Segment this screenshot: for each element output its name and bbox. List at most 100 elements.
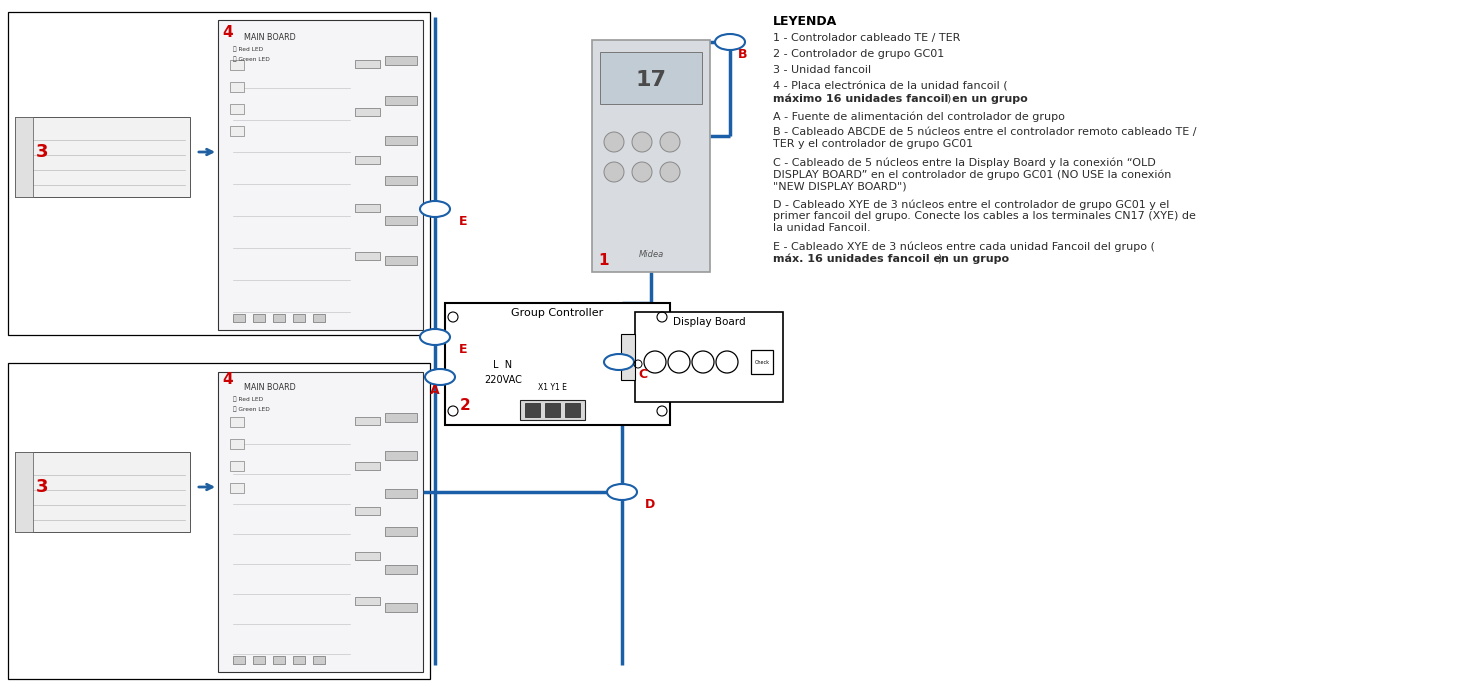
Bar: [7, 363, 430, 679]
Circle shape: [604, 162, 624, 182]
Text: X1 Y1 E: X1 Y1 E: [538, 383, 567, 392]
Ellipse shape: [420, 329, 451, 345]
Bar: [601, 52, 701, 104]
Text: primer fancoil del grupo. Conecte los cables a los terminales CN17 (XYE) de: primer fancoil del grupo. Conecte los ca…: [773, 211, 1196, 221]
Circle shape: [660, 162, 679, 182]
Bar: [15, 452, 190, 532]
Text: 2 - Controlador de grupo GC01: 2 - Controlador de grupo GC01: [773, 49, 945, 59]
Text: E: E: [459, 214, 467, 227]
Bar: [293, 314, 305, 322]
Bar: [636, 312, 783, 402]
Text: máx. 16 unidades fancoil en un grupo: máx. 16 unidades fancoil en un grupo: [773, 253, 1009, 264]
Text: MAIN BOARD: MAIN BOARD: [243, 383, 296, 392]
Bar: [313, 314, 325, 322]
Bar: [354, 60, 381, 68]
Text: "NEW DISPLAY BOARD"): "NEW DISPLAY BOARD"): [773, 181, 907, 191]
Bar: [273, 656, 284, 664]
Bar: [354, 507, 381, 515]
Bar: [354, 252, 381, 260]
Circle shape: [631, 132, 652, 152]
Ellipse shape: [607, 484, 637, 500]
Circle shape: [716, 351, 738, 373]
Circle shape: [644, 351, 666, 373]
Bar: [385, 136, 417, 145]
Bar: [230, 483, 243, 493]
Text: A: A: [430, 383, 440, 396]
Text: Midea: Midea: [639, 249, 663, 258]
Text: D: D: [644, 497, 655, 510]
Ellipse shape: [420, 201, 451, 217]
Bar: [385, 603, 417, 612]
Bar: [233, 314, 245, 322]
Bar: [385, 176, 417, 185]
Bar: [273, 314, 284, 322]
Bar: [525, 403, 539, 417]
Text: 4: 4: [223, 25, 233, 39]
Bar: [254, 314, 265, 322]
Text: C - Cableado de 5 núcleos entre la Display Board y la conexión “OLD: C - Cableado de 5 núcleos entre la Displ…: [773, 157, 1156, 168]
Bar: [354, 108, 381, 116]
Bar: [385, 527, 417, 536]
Bar: [230, 82, 243, 92]
Bar: [385, 96, 417, 105]
Circle shape: [668, 351, 690, 373]
Bar: [230, 439, 243, 449]
Bar: [354, 156, 381, 164]
Text: L  N: L N: [493, 360, 513, 370]
Bar: [354, 462, 381, 470]
Bar: [254, 656, 265, 664]
Text: 4 - Placa electrónica de la unidad fancoil (: 4 - Placa electrónica de la unidad fanco…: [773, 81, 1007, 91]
Text: 3: 3: [36, 478, 48, 496]
Bar: [385, 489, 417, 498]
Bar: [354, 552, 381, 560]
Text: 220VAC: 220VAC: [484, 375, 522, 385]
Circle shape: [604, 132, 624, 152]
Bar: [293, 656, 305, 664]
Ellipse shape: [604, 354, 634, 370]
Bar: [354, 204, 381, 212]
Bar: [7, 12, 430, 335]
Text: ): ): [937, 253, 942, 263]
Bar: [219, 20, 423, 330]
Bar: [445, 303, 671, 425]
Text: máximo 16 unidades fancoil en un grupo: máximo 16 unidades fancoil en un grupo: [773, 93, 1028, 104]
Text: ): ): [946, 93, 951, 103]
Bar: [385, 56, 417, 65]
Bar: [15, 117, 34, 197]
Text: MAIN BOARD: MAIN BOARD: [243, 32, 296, 41]
Text: 3: 3: [36, 143, 48, 161]
Text: ⬥ Red LED: ⬥ Red LED: [233, 396, 262, 402]
Ellipse shape: [714, 34, 745, 50]
Text: C: C: [639, 368, 647, 381]
Ellipse shape: [424, 369, 455, 385]
Text: ⬥ Green LED: ⬥ Green LED: [233, 56, 270, 62]
Bar: [385, 451, 417, 460]
Text: 2: 2: [459, 398, 471, 412]
Bar: [385, 565, 417, 574]
Bar: [233, 656, 245, 664]
Bar: [566, 403, 580, 417]
Bar: [621, 334, 636, 380]
Text: Check: Check: [754, 359, 770, 365]
Bar: [354, 597, 381, 605]
Text: B: B: [738, 47, 748, 60]
Bar: [354, 417, 381, 425]
Bar: [219, 372, 423, 672]
Text: 17: 17: [636, 70, 666, 90]
Text: LEYENDA: LEYENDA: [773, 15, 837, 28]
Text: Display Board: Display Board: [672, 317, 745, 327]
Bar: [545, 403, 560, 417]
Text: la unidad Fancoil.: la unidad Fancoil.: [773, 223, 870, 233]
Text: 1: 1: [599, 253, 609, 267]
Text: TER y el controlador de grupo GC01: TER y el controlador de grupo GC01: [773, 139, 972, 149]
Bar: [521, 400, 585, 420]
Bar: [230, 126, 243, 136]
Text: DISPLAY BOARD” en el controlador de grupo GC01 (NO USE la conexión: DISPLAY BOARD” en el controlador de grup…: [773, 169, 1171, 179]
Text: E - Cableado XYE de 3 núcleos entre cada unidad Fancoil del grupo (: E - Cableado XYE de 3 núcleos entre cada…: [773, 241, 1155, 251]
Bar: [385, 256, 417, 265]
Text: ⬥ Red LED: ⬥ Red LED: [233, 46, 262, 52]
Text: Group Controller: Group Controller: [512, 308, 604, 318]
Bar: [15, 117, 190, 197]
Text: 3 - Unidad fancoil: 3 - Unidad fancoil: [773, 65, 870, 75]
Text: A - Fuente de alimentación del controlador de grupo: A - Fuente de alimentación del controlad…: [773, 111, 1064, 122]
